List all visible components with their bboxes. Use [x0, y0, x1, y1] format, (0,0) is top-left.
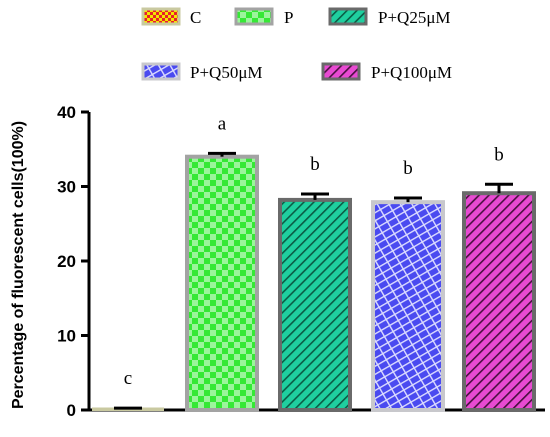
legend-label-p: P [284, 8, 293, 27]
y-tick-label: 30 [57, 178, 76, 197]
y-tick-label: 20 [57, 252, 76, 271]
legend-item-p-q50: P+Q50μM [141, 62, 263, 82]
legend-swatch-c [141, 7, 181, 26]
legend-item-p-q100: P+Q100μM [321, 62, 452, 82]
bars: c a b b b [92, 113, 536, 412]
significance-label-p-q100: b [494, 144, 504, 165]
legend-label-p-q100: P+Q100μM [371, 63, 452, 82]
legend-item-p: P [234, 7, 293, 27]
bar-p-q50 [371, 200, 445, 412]
legend-label-p-q50: P+Q50μM [190, 63, 263, 82]
legend-swatch-p [234, 7, 274, 26]
bar-p-q25 [278, 197, 352, 412]
bar-p-q100 [462, 191, 536, 412]
legend-swatch-p-q50 [141, 62, 181, 81]
legend-item-c: C [141, 7, 201, 27]
y-tick-label: 0 [67, 401, 76, 420]
y-tick-label: 10 [57, 327, 76, 346]
y-axis-label: Percentage of fluorescent cells(100%) [10, 121, 27, 409]
legend-swatch-p-q100 [321, 62, 361, 81]
legend-item-p-q25: P+Q25μM [328, 7, 451, 27]
y-tick-label: 40 [57, 103, 76, 122]
legend: C P P+Q25μM P+Q50μM P+Q100μM [141, 7, 452, 82]
significance-label-c: c [124, 368, 132, 389]
legend-swatch-p-q25 [328, 7, 368, 26]
legend-label-p-q25: P+Q25μM [378, 8, 451, 27]
y-axis: 0 10 20 30 40 [57, 103, 91, 420]
significance-label-p: a [218, 113, 227, 134]
legend-label-c: C [190, 8, 201, 27]
significance-label-p-q50: b [403, 158, 413, 179]
significance-label-p-q25: b [310, 154, 320, 175]
bar-p [185, 154, 259, 412]
